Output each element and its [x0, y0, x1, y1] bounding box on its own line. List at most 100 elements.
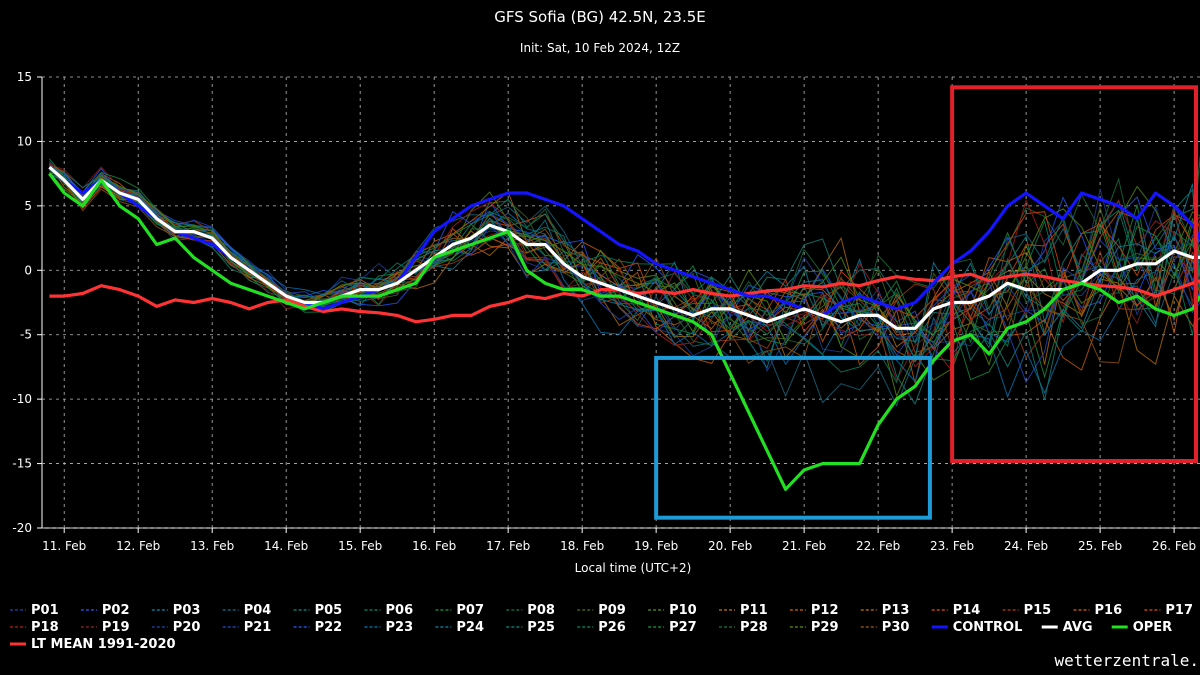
legend-label: P15: [1024, 603, 1052, 618]
x-tick-label: 21. Feb: [782, 539, 826, 553]
legend-label: P30: [882, 620, 910, 635]
x-tick-label: 11. Feb: [42, 539, 86, 553]
main-series-lines: [48, 165, 1200, 491]
x-tick-label: 19. Feb: [634, 539, 678, 553]
legend-entry-p01: P01: [10, 603, 59, 618]
member-line-p20: [48, 161, 1200, 373]
legend-label: P13: [882, 603, 910, 618]
legend-entry-p04: P04: [222, 603, 272, 618]
legend-label: P07: [456, 603, 484, 618]
plot-area: [41, 77, 1200, 529]
legend-label: P03: [173, 603, 201, 618]
legend-label: CONTROL: [953, 620, 1023, 635]
x-tick-label: 18. Feb: [560, 539, 604, 553]
legend-label: P10: [669, 603, 697, 618]
legend-label: P24: [456, 620, 484, 635]
y-tick-label: 5: [24, 199, 32, 213]
legend-entry-p09: P09: [577, 603, 626, 618]
legend-entry-p16: P16: [1073, 603, 1123, 618]
x-tick-label: 14. Feb: [264, 539, 308, 553]
legend-entry-p05: P05: [293, 603, 343, 618]
highlight-box-1: [654, 355, 932, 520]
legend-label: P29: [811, 620, 839, 635]
x-tick-label: 26. Feb: [1152, 539, 1196, 553]
legend-label: P27: [669, 620, 697, 635]
member-line-p23: [49, 168, 1200, 399]
highlight-box-2: [950, 85, 1198, 463]
highlight-boxes: [654, 85, 1198, 520]
legend-entry-p12: P12: [789, 603, 839, 618]
legend-entry-p30: P30: [860, 620, 910, 635]
legend-label: OPER: [1133, 620, 1172, 635]
legend-label: P28: [740, 620, 768, 635]
y-tick-label: 0: [24, 263, 32, 277]
legend-entry-p02: P02: [80, 603, 130, 618]
y-tick-label: -10: [12, 392, 32, 406]
legend-entry-avg: AVG: [1041, 620, 1093, 635]
x-tick-label: 15. Feb: [338, 539, 382, 553]
legend-entry-lt-mean: LT MEAN 1991-2020: [10, 637, 176, 652]
legend-entry-p18: P18: [10, 620, 59, 635]
x-tick-label: 20. Feb: [708, 539, 752, 553]
legend-label: P04: [244, 603, 272, 618]
legend-entry-p07: P07: [435, 603, 484, 618]
x-axis: 11. Feb 12. Feb 13. Feb 14. Feb 15. Feb 16. F…: [42, 528, 1196, 553]
legend-entry-p06: P06: [364, 603, 414, 618]
legend-entry-p27: P27: [648, 620, 697, 635]
legend-entry-p25: P25: [506, 620, 555, 635]
y-tick-label: -5: [20, 328, 32, 342]
x-tick-label: 23. Feb: [930, 539, 974, 553]
legend-label: P23: [386, 620, 414, 635]
legend-entry-p17: P17: [1144, 603, 1193, 618]
legend-entry-p29: P29: [789, 620, 839, 635]
legend-label: P18: [31, 620, 59, 635]
legend-entry-p23: P23: [364, 620, 414, 635]
member-line-p17: [49, 161, 1200, 340]
member-line-p26: [49, 165, 1200, 384]
y-tick-label: 15: [17, 70, 32, 84]
legend-label: P05: [315, 603, 343, 618]
legend-label: P20: [173, 620, 201, 635]
legend-entry-p24: P24: [435, 620, 484, 635]
legend-entry-p19: P19: [80, 620, 130, 635]
x-tick-label: 13. Feb: [190, 539, 234, 553]
x-tick-label: 22. Feb: [856, 539, 900, 553]
member-line-p24: [49, 173, 1200, 370]
series-line-avg: [48, 165, 1200, 330]
legend-entry-p15: P15: [1002, 603, 1052, 618]
legend-entry-p14: P14: [931, 603, 981, 618]
y-tick-label: 10: [17, 134, 32, 148]
legend-entry-control: CONTROL: [931, 620, 1023, 635]
legend-label: P11: [740, 603, 768, 618]
chart-subtitle: Init: Sat, 10 Feb 2024, 12Z: [520, 41, 680, 55]
legend-entry-p08: P08: [506, 603, 555, 618]
legend-label: P09: [598, 603, 626, 618]
member-line-p21: [49, 165, 1200, 384]
legend-entry-p11: P11: [719, 603, 768, 618]
x-tick-label: 16. Feb: [412, 539, 456, 553]
y-tick-label: -20: [12, 521, 32, 535]
legend-entry-p28: P28: [719, 620, 768, 635]
legend-label: P14: [953, 603, 981, 618]
x-tick-label: 25. Feb: [1078, 539, 1122, 553]
legend-entry-p10: P10: [648, 603, 697, 618]
legend-entry-oper: OPER: [1111, 620, 1172, 635]
legend-entry-p26: P26: [577, 620, 626, 635]
legend-label: P16: [1095, 603, 1123, 618]
legend-entry-p22: P22: [293, 620, 342, 635]
legend-label: P12: [811, 603, 839, 618]
chart-title: GFS Sofia (BG) 42.5N, 23.5E: [494, 8, 706, 26]
legend-entry-p03: P03: [151, 603, 201, 618]
y-axis: -20 -15 -10 -5 0 5 10 15: [12, 70, 42, 535]
legend-label: P02: [102, 603, 130, 618]
x-tick-label: 24. Feb: [1004, 539, 1048, 553]
legend-entry-p13: P13: [860, 603, 910, 618]
x-tick-label: 17. Feb: [486, 539, 530, 553]
member-line-p13: [49, 168, 1200, 365]
x-tick-label: 12. Feb: [116, 539, 160, 553]
legend-entry-p20: P20: [151, 620, 201, 635]
legend-label: P25: [527, 620, 555, 635]
legend-label: P17: [1165, 603, 1193, 618]
legend-label: P06: [386, 603, 414, 618]
legend-label: LT MEAN 1991-2020: [31, 637, 176, 652]
